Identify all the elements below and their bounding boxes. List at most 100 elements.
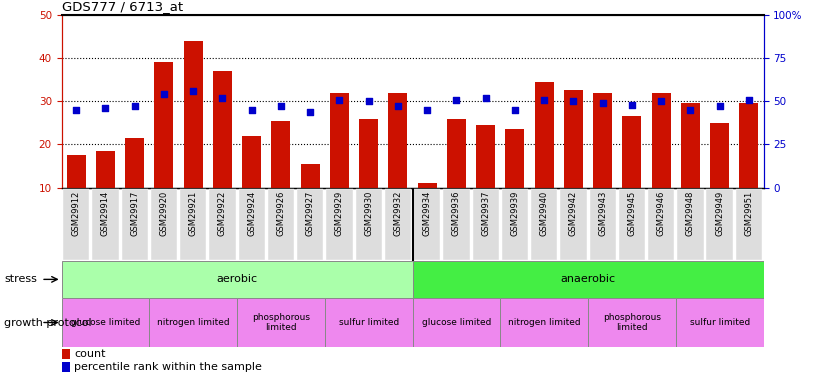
FancyBboxPatch shape	[326, 189, 352, 260]
Text: GSM29936: GSM29936	[452, 190, 461, 236]
FancyBboxPatch shape	[151, 189, 177, 260]
Bar	[418, 183, 437, 188]
Bar	[676, 298, 764, 347]
Bar	[67, 155, 85, 188]
Text: percentile rank within the sample: percentile rank within the sample	[74, 362, 262, 372]
Bar	[447, 118, 466, 188]
Bar	[413, 298, 500, 347]
Bar	[62, 362, 70, 372]
Bar	[740, 104, 759, 188]
FancyBboxPatch shape	[355, 189, 382, 260]
Bar	[213, 71, 232, 188]
Point	[392, 104, 405, 110]
Bar	[388, 93, 407, 188]
Text: phosphorous
limited: phosphorous limited	[252, 313, 310, 332]
Bar	[125, 138, 144, 188]
Bar	[534, 82, 553, 188]
Bar	[359, 118, 378, 188]
Text: sulfur limited: sulfur limited	[690, 318, 750, 327]
Point	[274, 104, 287, 110]
Point	[216, 95, 229, 101]
Point	[186, 88, 200, 94]
Point	[596, 100, 609, 106]
Text: GSM29924: GSM29924	[247, 190, 256, 236]
Bar	[62, 349, 70, 358]
Text: GSM29940: GSM29940	[539, 190, 548, 236]
Text: nitrogen limited: nitrogen limited	[508, 318, 580, 327]
Point	[742, 96, 755, 102]
Text: GSM29920: GSM29920	[159, 190, 168, 236]
Point	[128, 104, 141, 110]
Bar	[237, 298, 325, 347]
FancyBboxPatch shape	[560, 189, 586, 260]
Point	[479, 95, 493, 101]
Text: GSM29926: GSM29926	[277, 190, 286, 236]
Bar	[62, 261, 413, 298]
Text: glucose limited: glucose limited	[71, 318, 140, 327]
Bar	[476, 125, 495, 188]
Text: GSM29914: GSM29914	[101, 190, 110, 236]
FancyBboxPatch shape	[502, 189, 528, 260]
Text: glucose limited: glucose limited	[422, 318, 491, 327]
Point	[450, 96, 463, 102]
Text: GSM29912: GSM29912	[71, 190, 80, 236]
Point	[566, 98, 580, 104]
Point	[626, 102, 639, 108]
Text: stress: stress	[4, 274, 37, 284]
Bar	[272, 121, 291, 188]
Point	[70, 107, 83, 113]
Point	[362, 98, 375, 104]
Bar	[593, 93, 612, 188]
Text: nitrogen limited: nitrogen limited	[157, 318, 230, 327]
Bar	[149, 298, 237, 347]
Bar	[652, 93, 671, 188]
Bar	[413, 261, 764, 298]
FancyBboxPatch shape	[414, 189, 440, 260]
Text: GSM29921: GSM29921	[189, 190, 198, 236]
FancyBboxPatch shape	[297, 189, 323, 260]
Text: phosphorous
limited: phosphorous limited	[603, 313, 661, 332]
Text: GSM29927: GSM29927	[305, 190, 314, 236]
Bar	[154, 62, 173, 188]
Bar	[500, 298, 588, 347]
Bar	[681, 104, 700, 188]
FancyBboxPatch shape	[443, 189, 470, 260]
Point	[99, 105, 112, 111]
FancyBboxPatch shape	[385, 189, 411, 260]
Text: GSM29946: GSM29946	[657, 190, 666, 236]
FancyBboxPatch shape	[63, 189, 89, 260]
Text: GSM29951: GSM29951	[745, 190, 754, 236]
Text: growth protocol: growth protocol	[4, 318, 92, 327]
FancyBboxPatch shape	[648, 189, 674, 260]
Point	[304, 109, 317, 115]
Bar	[506, 129, 525, 188]
Text: GDS777 / 6713_at: GDS777 / 6713_at	[62, 0, 183, 13]
Text: GSM29929: GSM29929	[335, 190, 344, 236]
Text: GSM29932: GSM29932	[393, 190, 402, 236]
Point	[713, 104, 727, 110]
Point	[333, 96, 346, 102]
FancyBboxPatch shape	[531, 189, 557, 260]
FancyBboxPatch shape	[619, 189, 645, 260]
Bar	[300, 164, 319, 188]
FancyBboxPatch shape	[707, 189, 733, 260]
Point	[538, 96, 551, 102]
FancyBboxPatch shape	[122, 189, 148, 260]
Text: GSM29922: GSM29922	[218, 190, 227, 236]
Bar	[96, 151, 115, 188]
FancyBboxPatch shape	[473, 189, 499, 260]
FancyBboxPatch shape	[268, 189, 294, 260]
Point	[245, 107, 259, 113]
Text: GSM29934: GSM29934	[423, 190, 432, 236]
Point	[508, 107, 521, 113]
Point	[654, 98, 667, 104]
Bar	[184, 41, 203, 188]
Text: anaerobic: anaerobic	[561, 274, 616, 284]
FancyBboxPatch shape	[92, 189, 118, 260]
FancyBboxPatch shape	[209, 189, 236, 260]
Bar	[622, 116, 641, 188]
Bar	[588, 298, 676, 347]
Bar	[564, 90, 583, 188]
Text: GSM29937: GSM29937	[481, 190, 490, 236]
FancyBboxPatch shape	[180, 189, 206, 260]
